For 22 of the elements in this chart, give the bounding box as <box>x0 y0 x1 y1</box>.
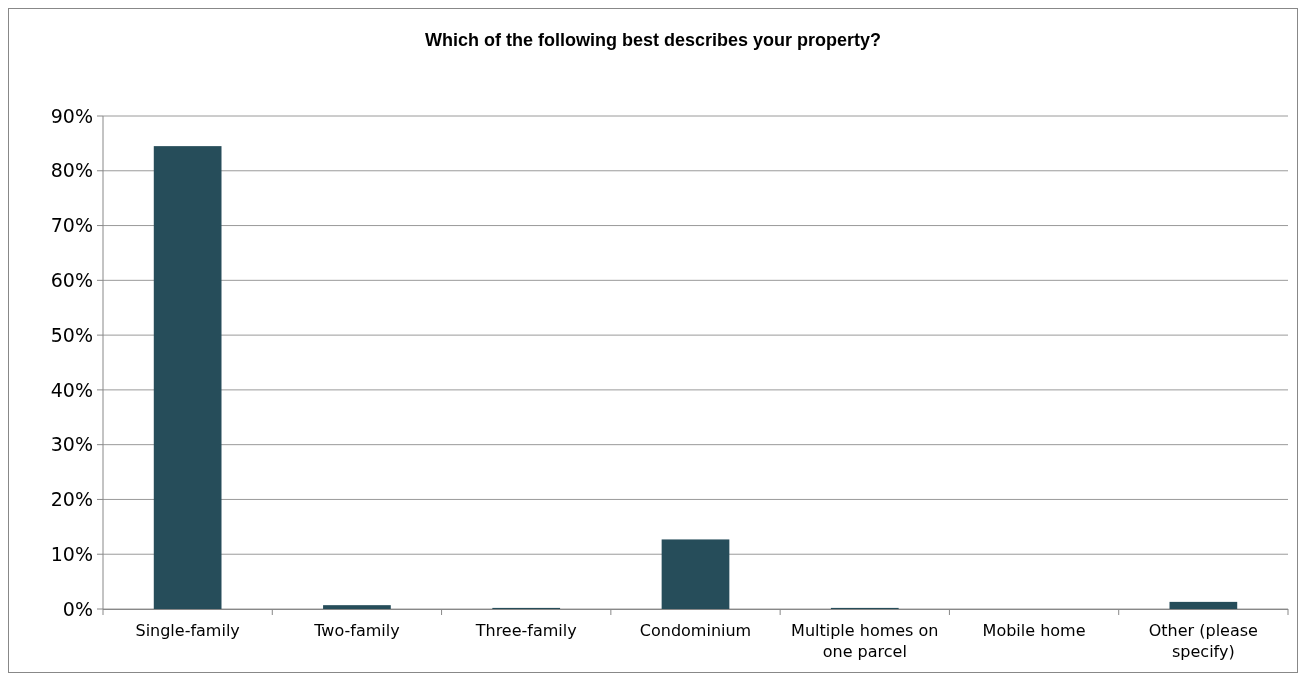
y-tick-label: 90% <box>50 104 93 127</box>
y-tick-label: 40% <box>50 378 93 401</box>
bar <box>153 146 222 609</box>
y-tick-label: 30% <box>50 433 93 456</box>
bar <box>661 539 730 609</box>
x-tick-label: Mobile home <box>982 621 1086 640</box>
chart-title: Which of the following best describes your property? <box>424 30 882 50</box>
y-tick-label: 70% <box>50 214 93 237</box>
y-tick-label: 80% <box>50 159 93 182</box>
y-tick-label: 0% <box>62 597 93 620</box>
x-tick-label: Three-family <box>474 621 577 640</box>
y-tick-label: 50% <box>50 323 93 346</box>
x-tick-label: Two-family <box>313 621 400 640</box>
y-tick-label: 60% <box>50 268 93 291</box>
y-tick-label: 10% <box>50 542 93 565</box>
y-tick-label: 20% <box>50 488 93 511</box>
x-tick-label: Single-family <box>135 621 240 640</box>
bar <box>323 605 391 609</box>
x-tick-label: Condominium <box>639 621 752 640</box>
bar <box>1169 601 1238 609</box>
x-tick-label: Other (please specify) <box>1148 621 1258 661</box>
x-tick-label: Multiple homes on one parcel <box>791 621 939 661</box>
